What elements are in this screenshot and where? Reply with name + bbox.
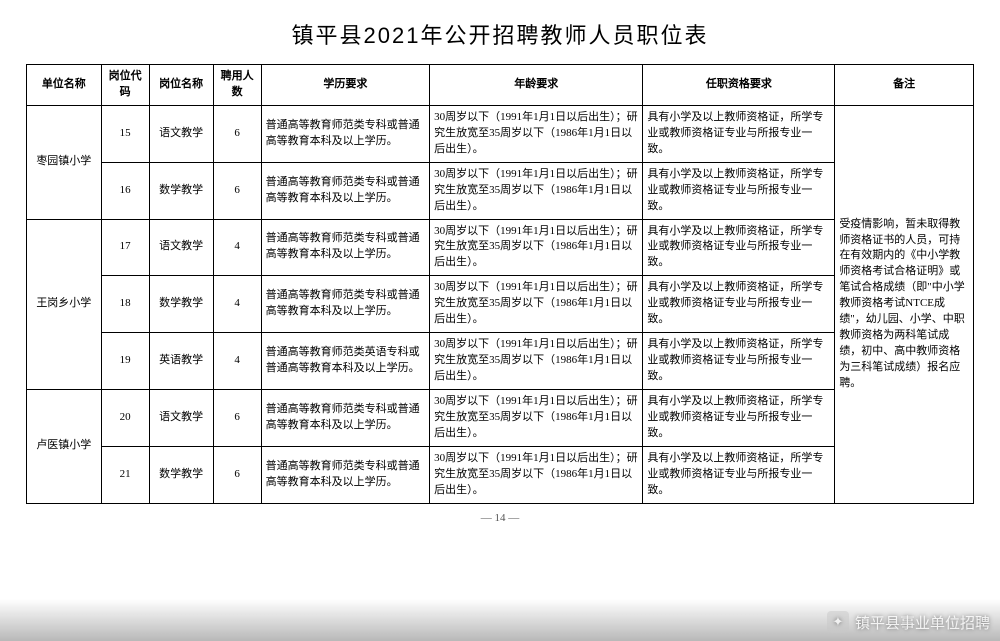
cell-pos: 数学教学 — [149, 162, 213, 219]
table-row: 16数学教学6普通高等教育师范类专科或普通高等教育本科及以上学历。30周岁以下（… — [27, 162, 974, 219]
cell-qual: 具有小学及以上教师资格证，所学专业或教师资格证专业与所报专业一致。 — [643, 276, 835, 333]
cell-pos: 语文教学 — [149, 219, 213, 276]
cell-unit: 王岗乡小学 — [27, 219, 102, 389]
cell-age: 30周岁以下（1991年1月1日以后出生）；研究生放宽至35周岁以下（1986年… — [430, 276, 643, 333]
cell-edu: 普通高等教育师范类专科或普通高等教育本科及以上学历。 — [261, 276, 429, 333]
cell-edu: 普通高等教育师范类专科或普通高等教育本科及以上学历。 — [261, 389, 429, 446]
cell-qual: 具有小学及以上教师资格证，所学专业或教师资格证专业与所报专业一致。 — [643, 105, 835, 162]
th-num: 聘用人数 — [213, 65, 261, 106]
cell-age: 30周岁以下（1991年1月1日以后出生）；研究生放宽至35周岁以下（1986年… — [430, 105, 643, 162]
cell-qual: 具有小学及以上教师资格证，所学专业或教师资格证专业与所报专业一致。 — [643, 389, 835, 446]
table-header-row: 单位名称 岗位代码 岗位名称 聘用人数 学历要求 年龄要求 任职资格要求 备注 — [27, 65, 974, 106]
cell-age: 30周岁以下（1991年1月1日以后出生）；研究生放宽至35周岁以下（1986年… — [430, 389, 643, 446]
th-pos: 岗位名称 — [149, 65, 213, 106]
cell-num: 4 — [213, 276, 261, 333]
th-edu: 学历要求 — [261, 65, 429, 106]
cell-code: 21 — [101, 446, 149, 503]
wechat-icon: ✦ — [827, 611, 849, 633]
th-unit: 单位名称 — [27, 65, 102, 106]
cell-edu: 普通高等教育师范类专科或普通高等教育本科及以上学历。 — [261, 446, 429, 503]
cell-num: 6 — [213, 162, 261, 219]
positions-table: 单位名称 岗位代码 岗位名称 聘用人数 学历要求 年龄要求 任职资格要求 备注 … — [26, 64, 974, 504]
table-row: 21数学教学6普通高等教育师范类专科或普通高等教育本科及以上学历。30周岁以下（… — [27, 446, 974, 503]
watermark-text: 镇平县事业单位招聘 — [855, 612, 990, 633]
cell-num: 6 — [213, 389, 261, 446]
cell-age: 30周岁以下（1991年1月1日以后出生）；研究生放宽至35周岁以下（1986年… — [430, 219, 643, 276]
cell-edu: 普通高等教育师范类英语专科或普通高等教育本科及以上学历。 — [261, 333, 429, 390]
cell-code: 17 — [101, 219, 149, 276]
table-row: 枣园镇小学15语文教学6普通高等教育师范类专科或普通高等教育本科及以上学历。30… — [27, 105, 974, 162]
cell-pos: 数学教学 — [149, 446, 213, 503]
cell-code: 15 — [101, 105, 149, 162]
table-row: 卢医镇小学20语文教学6普通高等教育师范类专科或普通高等教育本科及以上学历。30… — [27, 389, 974, 446]
watermark: ✦ 镇平县事业单位招聘 — [827, 611, 990, 633]
cell-qual: 具有小学及以上教师资格证，所学专业或教师资格证专业与所报专业一致。 — [643, 162, 835, 219]
table-row: 18数学教学4普通高等教育师范类专科或普通高等教育本科及以上学历。30周岁以下（… — [27, 276, 974, 333]
cell-code: 18 — [101, 276, 149, 333]
cell-code: 20 — [101, 389, 149, 446]
cell-note: 受疫情影响，暂未取得教师资格证书的人员，可持在有效期内的《中小学教师资格考试合格… — [835, 105, 974, 503]
cell-pos: 英语教学 — [149, 333, 213, 390]
th-note: 备注 — [835, 65, 974, 106]
table-row: 19英语教学4普通高等教育师范类英语专科或普通高等教育本科及以上学历。30周岁以… — [27, 333, 974, 390]
page-number: — 14 — — [26, 512, 974, 524]
th-age: 年龄要求 — [430, 65, 643, 106]
cell-edu: 普通高等教育师范类专科或普通高等教育本科及以上学历。 — [261, 162, 429, 219]
cell-age: 30周岁以下（1991年1月1日以后出生）；研究生放宽至35周岁以下（1986年… — [430, 333, 643, 390]
cell-age: 30周岁以下（1991年1月1日以后出生）；研究生放宽至35周岁以下（1986年… — [430, 162, 643, 219]
cell-pos: 数学教学 — [149, 276, 213, 333]
cell-pos: 语文教学 — [149, 105, 213, 162]
cell-qual: 具有小学及以上教师资格证，所学专业或教师资格证专业与所报专业一致。 — [643, 446, 835, 503]
cell-age: 30周岁以下（1991年1月1日以后出生）；研究生放宽至35周岁以下（1986年… — [430, 446, 643, 503]
table-row: 王岗乡小学17语文教学4普通高等教育师范类专科或普通高等教育本科及以上学历。30… — [27, 219, 974, 276]
cell-pos: 语文教学 — [149, 389, 213, 446]
cell-unit: 枣园镇小学 — [27, 105, 102, 219]
cell-num: 6 — [213, 446, 261, 503]
cell-code: 16 — [101, 162, 149, 219]
th-code: 岗位代码 — [101, 65, 149, 106]
cell-code: 19 — [101, 333, 149, 390]
cell-num: 4 — [213, 219, 261, 276]
page-title: 镇平县2021年公开招聘教师人员职位表 — [26, 18, 974, 50]
cell-num: 4 — [213, 333, 261, 390]
cell-unit: 卢医镇小学 — [27, 389, 102, 503]
cell-edu: 普通高等教育师范类专科或普通高等教育本科及以上学历。 — [261, 105, 429, 162]
cell-edu: 普通高等教育师范类专科或普通高等教育本科及以上学历。 — [261, 219, 429, 276]
cell-qual: 具有小学及以上教师资格证，所学专业或教师资格证专业与所报专业一致。 — [643, 333, 835, 390]
cell-num: 6 — [213, 105, 261, 162]
cell-qual: 具有小学及以上教师资格证，所学专业或教师资格证专业与所报专业一致。 — [643, 219, 835, 276]
th-qual: 任职资格要求 — [643, 65, 835, 106]
